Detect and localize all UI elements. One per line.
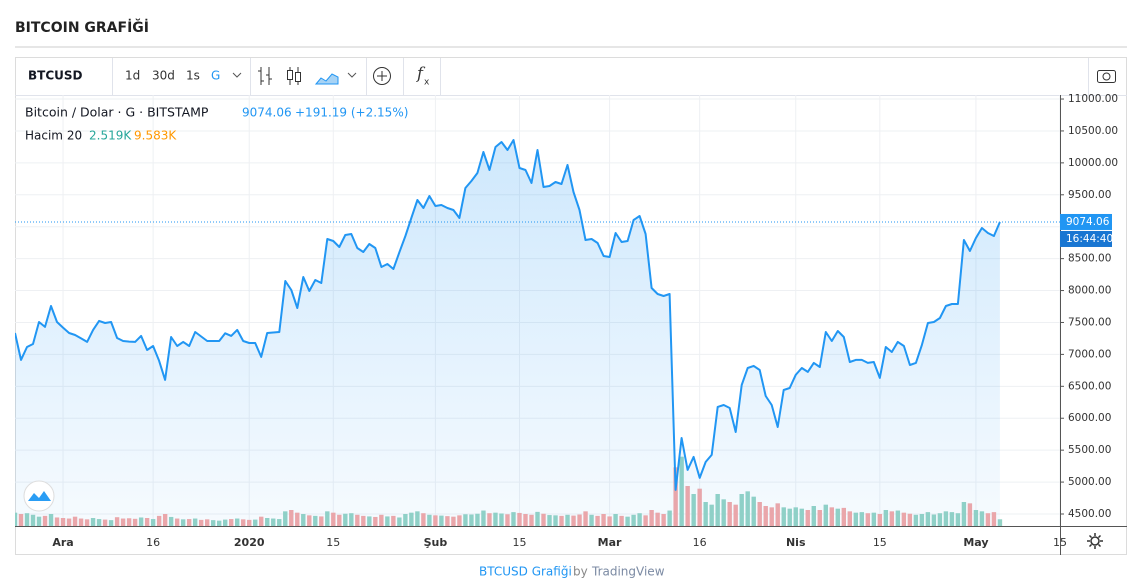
- x-tick-label: Ara: [52, 536, 73, 549]
- y-tick-label: 6000.00: [1068, 412, 1111, 424]
- indicators-icon[interactable]: f: [416, 64, 426, 83]
- x-tick-label: Mar: [598, 536, 622, 549]
- area-icon[interactable]: [314, 73, 339, 85]
- footer-brand[interactable]: TradingView: [591, 565, 665, 579]
- settings-icon[interactable]: [1087, 533, 1103, 549]
- time-tag-label: 16:44:40: [1066, 233, 1113, 245]
- y-tick-label: 4500.00: [1068, 508, 1111, 520]
- y-tick-label: 5500.00: [1068, 444, 1111, 456]
- plot: [15, 95, 1060, 526]
- instrument: Bitcoin / Dolar · G · BITSTAMP: [25, 105, 209, 120]
- style-menu[interactable]: [347, 72, 357, 78]
- volume-label: Hacim 20: [25, 129, 82, 143]
- snapshot-icon[interactable]: [1097, 70, 1116, 83]
- candles-icon[interactable]: [287, 70, 293, 80]
- interval-menu[interactable]: [232, 72, 242, 78]
- y-tick-label: 11000.00: [1068, 93, 1118, 105]
- x-tick-label: 15: [1053, 536, 1067, 549]
- symbol[interactable]: BTCUSD: [28, 69, 83, 83]
- y-tick-label: 7000.00: [1068, 348, 1111, 360]
- bars-icon[interactable]: [258, 67, 272, 85]
- footer-link[interactable]: BTCUSD Grafiği: [479, 565, 572, 579]
- interval[interactable]: 1s: [186, 69, 200, 83]
- interval-active[interactable]: G: [211, 69, 220, 83]
- last-price-tag-label: 9074.06: [1066, 216, 1110, 228]
- x-tick-label: 15: [512, 536, 526, 549]
- y-tick-label: 7500.00: [1068, 316, 1111, 328]
- volume-value: 2.519K: [89, 129, 132, 143]
- x-tick-label: May: [963, 536, 988, 549]
- footer-by: by: [573, 565, 588, 579]
- y-tick-label: 9500.00: [1068, 189, 1111, 201]
- compare-icon[interactable]: [373, 67, 391, 85]
- x-tick-label: 2020: [234, 536, 265, 549]
- price-line: [15, 139, 1001, 491]
- x-tick-label: 16: [146, 536, 160, 549]
- candles-icon[interactable]: [295, 72, 301, 82]
- interval[interactable]: 30d: [152, 69, 175, 83]
- interval[interactable]: 1d: [125, 69, 140, 83]
- price-change: +191.19 (+2.15%): [295, 106, 408, 120]
- x-tick-label: Şub: [424, 536, 448, 549]
- time-tag: [1060, 230, 1112, 247]
- y-tick-label: 6500.00: [1068, 380, 1111, 392]
- y-tick-label: 5000.00: [1068, 476, 1111, 488]
- y-tick-label: 8500.00: [1068, 253, 1111, 265]
- last-price: 9074.06: [242, 106, 292, 120]
- logo[interactable]: [28, 491, 51, 501]
- price-area: [15, 140, 1000, 526]
- x-tick-label: Nis: [786, 536, 806, 549]
- volume-bar: [997, 519, 1003, 526]
- last-price-tag: [1060, 213, 1112, 230]
- compare-icon[interactable]: [377, 71, 387, 81]
- x-tick-label: 15: [326, 536, 340, 549]
- indicators-icon[interactable]: x: [424, 78, 430, 88]
- y-tick-label: 10500.00: [1068, 125, 1118, 137]
- y-tick-label: 10000.00: [1068, 157, 1118, 169]
- snapshot-icon[interactable]: [1102, 72, 1111, 81]
- page-title: BITCOIN GRAFİĞİ: [15, 18, 149, 36]
- y-tick-label: 8000.00: [1068, 285, 1111, 297]
- logo[interactable]: [23, 480, 55, 512]
- x-tick-label: 16: [693, 536, 707, 549]
- volume-ma: 9.583K: [134, 129, 177, 143]
- settings-icon[interactable]: [1090, 536, 1100, 546]
- x-tick-label: 15: [873, 536, 887, 549]
